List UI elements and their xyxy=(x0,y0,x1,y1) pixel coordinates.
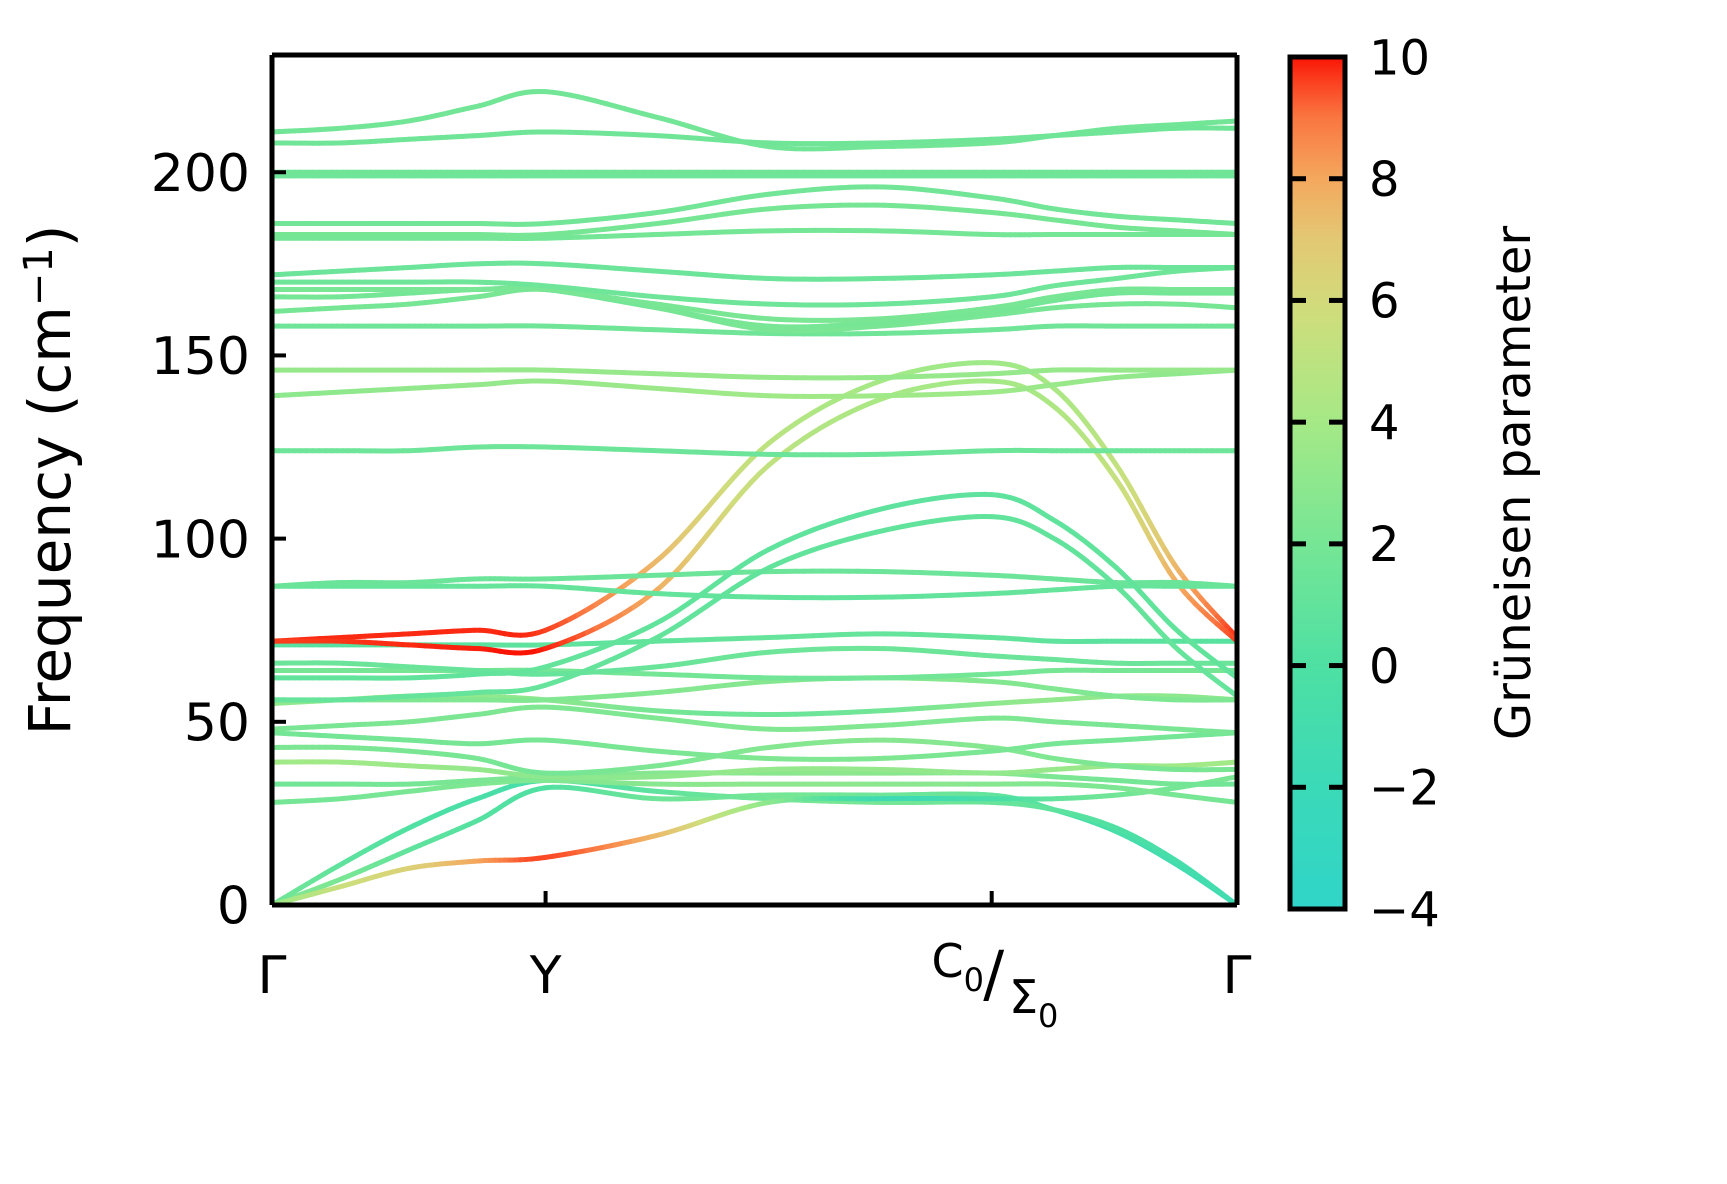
band-curve xyxy=(272,777,1237,805)
band-curve xyxy=(272,125,1237,147)
band-curve xyxy=(272,227,1237,241)
colorbar-label: Grüneisen parameter xyxy=(1486,226,1542,741)
colorbar-tick-label: 8 xyxy=(1369,152,1400,208)
band-curve xyxy=(272,184,1237,227)
x-axis-tick-label: Γ xyxy=(1223,946,1252,1006)
x-axis-tick-label: Γ xyxy=(258,946,287,1006)
y-axis-tick-label: 50 xyxy=(184,694,250,754)
band-curve xyxy=(272,88,1237,152)
band-curve xyxy=(272,323,1237,337)
y-axis-tick-label: 200 xyxy=(151,144,250,204)
colorbar-gradient-fill xyxy=(1290,57,1345,909)
colorbar-tick-label: −2 xyxy=(1369,761,1440,817)
band-curve xyxy=(272,645,1237,677)
colorbar-tick-label: 6 xyxy=(1369,274,1400,330)
colorbar-tick-label: 0 xyxy=(1369,639,1400,695)
band-curve xyxy=(272,367,1237,381)
colorbar-tick-label: −4 xyxy=(1369,882,1440,938)
y-axis-tick-label: 150 xyxy=(151,327,250,387)
band-curve xyxy=(272,444,1237,458)
band-curve xyxy=(272,759,1237,781)
band-curve xyxy=(272,367,1237,399)
colorbar-tick-label: 2 xyxy=(1369,517,1400,573)
y-axis-label-text: Frequency (cm−1) xyxy=(16,225,84,736)
colorbar-tick-label: 4 xyxy=(1369,395,1400,451)
band-curve xyxy=(272,491,1237,681)
band-curve xyxy=(272,202,1237,238)
band-curve xyxy=(272,285,1237,323)
x-axis-tick-label-numerator: C0 xyxy=(931,934,983,999)
x-axis-tick-label: Y xyxy=(529,946,562,1006)
colorbar-border xyxy=(1287,54,1348,912)
band-curve xyxy=(272,730,1237,762)
x-axis-tick-label: C0/Σ0 xyxy=(931,934,1058,1035)
y-axis-tick-label: 100 xyxy=(151,510,250,570)
colorbar-label-text: Grüneisen parameter xyxy=(1486,226,1542,741)
band-curve xyxy=(272,667,1237,681)
y-axis-label: Frequency (cm−1) xyxy=(16,225,84,736)
band-curve xyxy=(272,568,1237,589)
x-axis-tick-label-denominator: Σ0 xyxy=(1009,970,1058,1035)
band-curve xyxy=(272,378,1237,656)
y-axis-tick-label: 0 xyxy=(217,877,250,937)
x-axis-tick-label-slash: / xyxy=(983,937,1004,1010)
band-curves-group xyxy=(272,88,1237,905)
band-curve xyxy=(272,265,1237,308)
colorbar-tick-label: 10 xyxy=(1369,30,1430,86)
band-curve xyxy=(272,774,1237,905)
band-curve xyxy=(272,583,1237,601)
band-curve xyxy=(272,514,1237,703)
band-curve xyxy=(272,260,1237,282)
band-curve xyxy=(272,704,1237,736)
